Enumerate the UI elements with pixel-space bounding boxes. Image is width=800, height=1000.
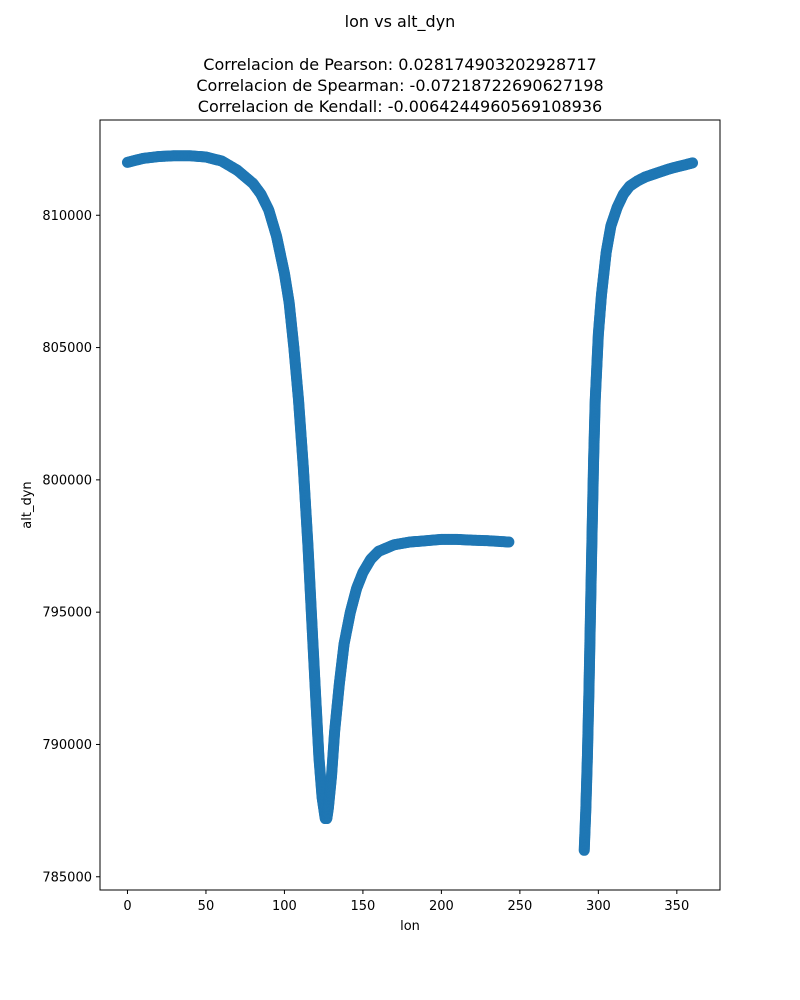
x-tick-label: 350	[664, 899, 689, 914]
x-axis: 0 50 100 150 200 250 300 350	[123, 890, 689, 914]
x-tick-label: 0	[123, 899, 131, 914]
y-axis: 785000 790000 795000 800000 805000 810000	[42, 209, 100, 885]
y-tick-label: 805000	[42, 341, 92, 356]
data-points	[121, 150, 699, 856]
y-tick-label: 790000	[42, 738, 92, 753]
data-point	[503, 536, 515, 548]
x-tick-label: 200	[429, 899, 454, 914]
y-axis-label: alt_dyn	[20, 481, 35, 528]
x-tick-label: 150	[350, 899, 375, 914]
spearman-correlation-text: Correlacion de Spearman: -0.072187226906…	[196, 76, 604, 95]
y-tick-label: 795000	[42, 606, 92, 621]
y-tick-label: 800000	[42, 473, 92, 488]
pearson-correlation-text: Correlacion de Pearson: 0.02817490320292…	[203, 55, 597, 74]
data-point	[687, 157, 699, 169]
chart-title: lon vs alt_dyn	[344, 12, 456, 31]
y-tick-label: 785000	[42, 870, 92, 885]
x-tick-label: 50	[198, 899, 215, 914]
plot-frame	[99, 119, 721, 891]
y-tick-label: 810000	[42, 209, 92, 224]
x-tick-label: 250	[507, 899, 532, 914]
kendall-correlation-text: Correlacion de Kendall: -0.0064244960569…	[197, 97, 603, 116]
x-tick-label: 100	[272, 899, 297, 914]
x-tick-label: 300	[586, 899, 611, 914]
x-axis-label: lon	[400, 919, 420, 934]
